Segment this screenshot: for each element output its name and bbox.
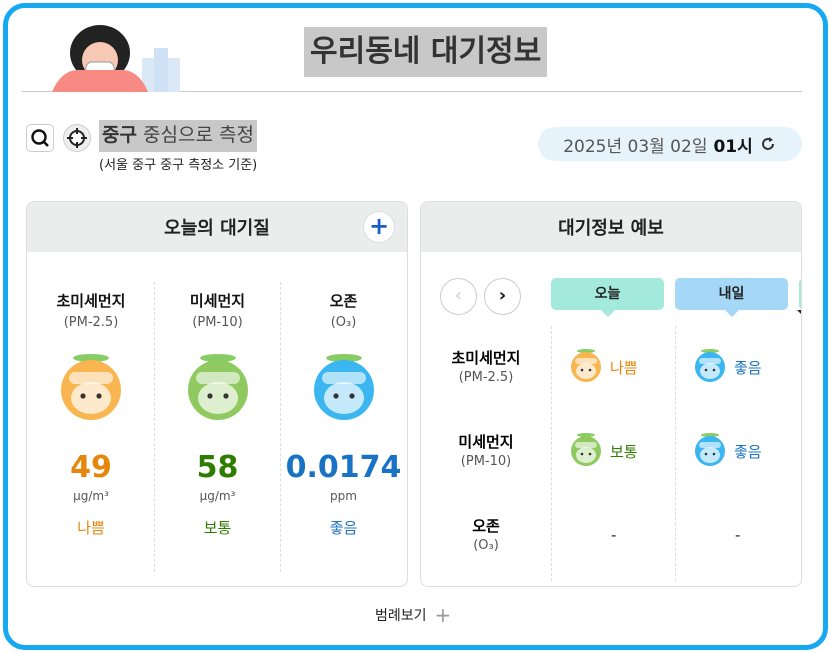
forecast-grade: 좋음	[734, 442, 762, 461]
card-title: 대기정보 예보	[558, 218, 664, 239]
pollutant-code: (PM-2.5)	[63, 315, 119, 330]
pollutant-grade: 보통	[203, 519, 232, 537]
pollutant-unit: ppm	[330, 489, 357, 503]
plus-icon: +	[434, 603, 452, 627]
forecast-tab[interactable]: 내일	[675, 278, 788, 317]
pollutant-code: (PM-2.5)	[458, 370, 514, 385]
next-button[interactable]: ›	[484, 278, 521, 315]
pollutant-name: 초미세먼지	[451, 349, 521, 367]
datetime-badge: 2025년 03월 02일 01시	[538, 127, 802, 161]
pollutant-name: 오존	[472, 517, 500, 535]
pollutant-column: 초미세먼지 (PM-2.5) 49 μg/m³ 나쁨	[28, 282, 154, 572]
forecast-cell: -	[735, 513, 740, 557]
header: 우리동네 대기정보	[22, 0, 802, 92]
mascot-icon	[178, 346, 258, 438]
forecast-grade: -	[735, 526, 741, 544]
forecast-cell: 좋음	[690, 345, 762, 389]
forecast-card: 대기정보 예보 ‹ › 오늘 내일 초미세먼지 (PM-2.5) 나쁨 좋음 미세먼지 (PM…	[420, 201, 802, 587]
pollutant-name: 오존	[329, 292, 358, 310]
forecast-grade: 보통	[610, 442, 638, 461]
search-icon	[31, 129, 49, 147]
pollutant-value: 0.0174	[285, 450, 402, 485]
mascot-icon	[690, 345, 730, 389]
refresh-icon[interactable]	[759, 135, 777, 153]
current-location-button[interactable]	[63, 124, 91, 152]
pollutant-name: 미세먼지	[189, 292, 246, 310]
forecast-cell: 보통	[566, 429, 638, 473]
forecast-row-label: 오존 (O₃)	[421, 515, 551, 553]
search-button[interactable]	[26, 124, 54, 152]
pollutant-grade: 좋음	[329, 519, 358, 537]
pollutant-value: 49	[70, 450, 112, 485]
pollutant-unit: μg/m³	[73, 489, 109, 503]
forecast-row-label: 초미세먼지 (PM-2.5)	[421, 347, 551, 385]
forecast-grade: -	[611, 526, 617, 544]
pollutant-column: 미세먼지 (PM-10) 58 μg/m³ 보통	[154, 282, 280, 572]
mascot-icon	[566, 345, 606, 389]
district-name: 중구	[102, 124, 137, 146]
prev-button[interactable]: ‹	[440, 278, 477, 315]
mascot-icon	[51, 346, 131, 438]
pollutant-unit: μg/m³	[199, 489, 236, 503]
more-button[interactable]: +	[363, 211, 395, 243]
crosshair-icon	[67, 128, 87, 148]
pollutant-grade: 나쁨	[77, 519, 105, 537]
forecast-cell: 좋음	[690, 429, 762, 473]
today-air-card: 오늘의 대기질 + 초미세먼지 (PM-2.5) 49 μg/m³ 나쁨 미세먼지…	[26, 201, 408, 587]
legend-toggle[interactable]: 범례보기 +	[375, 603, 451, 627]
mascot-icon	[304, 346, 384, 438]
forecast-tab[interactable]: 오늘	[551, 278, 664, 317]
pollutant-column: 오존 (O₃) 0.0174 ppm 좋음	[280, 282, 406, 572]
tab-label: 오늘	[594, 286, 621, 302]
pollutant-value: 58	[196, 450, 239, 485]
forecast-cell: -	[611, 513, 616, 557]
pollutant-name: 미세먼지	[458, 433, 514, 451]
forecast-tab-partial[interactable]	[797, 278, 801, 317]
pollutant-code: (O₃)	[330, 315, 357, 330]
station-info: (서울 중구 중구 측정소 기준)	[99, 158, 258, 173]
pollutant-name: 초미세먼지	[56, 292, 126, 310]
card-title: 오늘의 대기질	[164, 218, 270, 239]
mascot-icon	[566, 429, 606, 473]
forecast-grade: 좋음	[734, 358, 762, 377]
forecast-grade: 나쁨	[610, 358, 638, 377]
divider	[675, 326, 676, 581]
location-label: 중구 중심으로 측정	[99, 120, 257, 152]
legend-label: 범례보기	[375, 608, 427, 624]
hour-text: 01시	[713, 136, 753, 157]
forecast-cell: 나쁨	[566, 345, 638, 389]
pollutant-code: (PM-10)	[192, 315, 243, 330]
tab-label: 내일	[718, 286, 745, 302]
date-text: 2025년 03월 02일	[563, 136, 708, 157]
pollutant-code: (O₃)	[473, 538, 499, 553]
pollutant-code: (PM-10)	[460, 454, 512, 469]
location-text: 중심으로 측정	[143, 124, 254, 146]
forecast-row-label: 미세먼지 (PM-10)	[421, 431, 551, 469]
person-mask-illustration	[52, 25, 180, 92]
divider	[551, 326, 552, 581]
mascot-icon	[690, 429, 730, 473]
page-title: 우리동네 대기정보	[304, 27, 548, 77]
